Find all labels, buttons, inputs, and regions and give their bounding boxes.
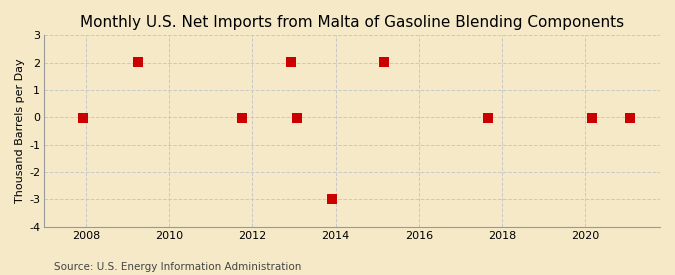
Point: [587, 116, 597, 120]
Point: [292, 116, 302, 120]
Y-axis label: Thousand Barrels per Day: Thousand Barrels per Day: [15, 59, 25, 203]
Point: [327, 197, 338, 202]
Title: Monthly U.S. Net Imports from Malta of Gasoline Blending Components: Monthly U.S. Net Imports from Malta of G…: [80, 15, 624, 30]
Point: [624, 116, 635, 120]
Point: [132, 60, 143, 64]
Point: [237, 116, 248, 120]
Point: [78, 116, 88, 120]
Text: Source: U.S. Energy Information Administration: Source: U.S. Energy Information Administ…: [54, 262, 301, 272]
Point: [286, 60, 296, 64]
Point: [483, 116, 493, 120]
Point: [379, 60, 389, 64]
